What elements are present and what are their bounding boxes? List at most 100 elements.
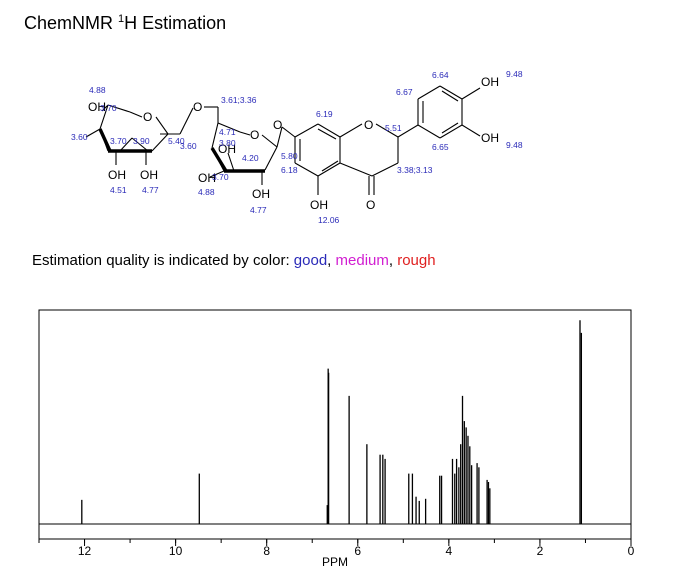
quality-rough: rough	[397, 252, 436, 269]
shift-label: 3.61;3.36	[221, 95, 257, 105]
bond	[321, 160, 339, 172]
atom-o: O	[273, 118, 282, 132]
bond	[101, 104, 109, 112]
shift-label: 6.65	[432, 142, 449, 152]
bond	[317, 162, 341, 177]
bond	[217, 122, 241, 133]
quality-separator: ,	[388, 252, 398, 269]
atom-oh: OH	[481, 131, 499, 145]
bond	[261, 134, 278, 148]
bond	[211, 122, 219, 149]
shift-label: 3.70	[110, 136, 127, 146]
bond	[417, 85, 441, 100]
quality-separator: ,	[327, 252, 336, 269]
bond	[294, 162, 319, 177]
atom-o: O	[250, 128, 259, 142]
title-suffix: H Estimation	[124, 13, 227, 33]
shift-label: 4.88	[89, 85, 106, 95]
atom-o: O	[364, 118, 373, 132]
page-title: ChemNMR 1H Estimation	[24, 13, 226, 34]
shift-label: 9.48	[506, 140, 523, 150]
bond	[339, 162, 373, 177]
shift-label: 3.80	[219, 138, 236, 148]
shift-label: 3.70	[100, 103, 117, 113]
shift-label: 5.40	[168, 136, 185, 146]
atom-oh: OH	[198, 171, 216, 185]
shift-label: 3.90	[133, 136, 150, 146]
shift-label: 6.64	[432, 70, 449, 80]
atom-oh: OH	[310, 198, 328, 212]
atom-o: O	[366, 198, 375, 212]
shift-label: 4.20	[242, 153, 259, 163]
bond	[317, 123, 341, 138]
bond	[276, 126, 283, 148]
plot-frame	[38, 309, 632, 540]
x-axis-ticks: 12 10 8 6 4 2 0	[38, 539, 635, 558]
bond	[107, 104, 131, 113]
atom-oh: OH	[481, 75, 499, 89]
shift-label: 5.51	[385, 123, 402, 133]
shift-label: 6.19	[316, 109, 333, 119]
shift-label: 3.60	[180, 141, 197, 151]
bond	[441, 122, 459, 134]
shift-label: 3.38;3.13	[397, 165, 433, 175]
bond	[227, 152, 235, 172]
quality-medium: medium	[335, 252, 389, 269]
atom-oh: OH	[218, 142, 236, 156]
bond	[151, 133, 169, 152]
x-tick-label: 10	[169, 544, 183, 558]
bond	[371, 162, 399, 177]
bond	[99, 104, 109, 130]
bond	[179, 107, 194, 135]
bond	[461, 87, 481, 100]
structure-bonds	[85, 85, 481, 195]
atom-oh: OH	[108, 168, 126, 182]
shift-label: 4.77	[142, 185, 159, 195]
shift-label: 4.77	[250, 205, 267, 215]
atom-oh: OH	[88, 100, 106, 114]
molecule-structure: OH O O O O O OH OH OH OH OH OH O OH OH 4…	[71, 69, 523, 225]
bond	[155, 116, 169, 135]
bond-wedge	[98, 128, 112, 152]
atom-oh: OH	[252, 187, 270, 201]
x-tick-label: 4	[446, 544, 453, 558]
bond	[209, 170, 225, 178]
bond-wedge	[210, 147, 228, 172]
x-tick-label: 6	[354, 544, 361, 558]
bond	[281, 126, 296, 138]
bond	[439, 124, 463, 139]
x-tick-label: 8	[263, 544, 270, 558]
shift-label: 6.18	[281, 165, 298, 175]
shift-label: 12.06	[318, 215, 340, 225]
nmr-spectrum-chart: 12 10 8 6 4 2 0 PPM	[38, 309, 635, 569]
atom-o: O	[193, 100, 202, 114]
shift-label: 4.71	[219, 127, 236, 137]
quality-prefix: Estimation quality is indicated by color…	[32, 252, 294, 269]
bond	[239, 131, 251, 136]
quality-legend: Estimation quality is indicated by color…	[32, 252, 436, 269]
bond	[264, 146, 278, 171]
atom-oh: OH	[140, 168, 158, 182]
bond	[441, 90, 459, 102]
bond	[397, 124, 419, 138]
shift-label: 5.80	[281, 151, 298, 161]
atom-o: O	[143, 110, 152, 124]
peaks-layer	[81, 320, 583, 524]
title-prefix: ChemNMR	[24, 13, 119, 33]
bond	[439, 85, 463, 100]
bond	[119, 137, 133, 152]
shift-label: 3.70	[212, 172, 229, 182]
shift-label: 6.67	[396, 87, 413, 97]
x-axis-label: PPM	[322, 555, 348, 569]
shift-label: 3.60	[71, 132, 88, 142]
x-tick-label: 0	[628, 544, 635, 558]
bond	[339, 123, 363, 138]
bond	[85, 128, 101, 138]
shift-label: 4.51	[110, 185, 127, 195]
x-tick-label: 2	[537, 544, 544, 558]
bond	[417, 124, 441, 139]
bond	[375, 123, 399, 138]
bond	[317, 128, 337, 140]
bond	[461, 124, 481, 137]
bond	[294, 123, 319, 138]
